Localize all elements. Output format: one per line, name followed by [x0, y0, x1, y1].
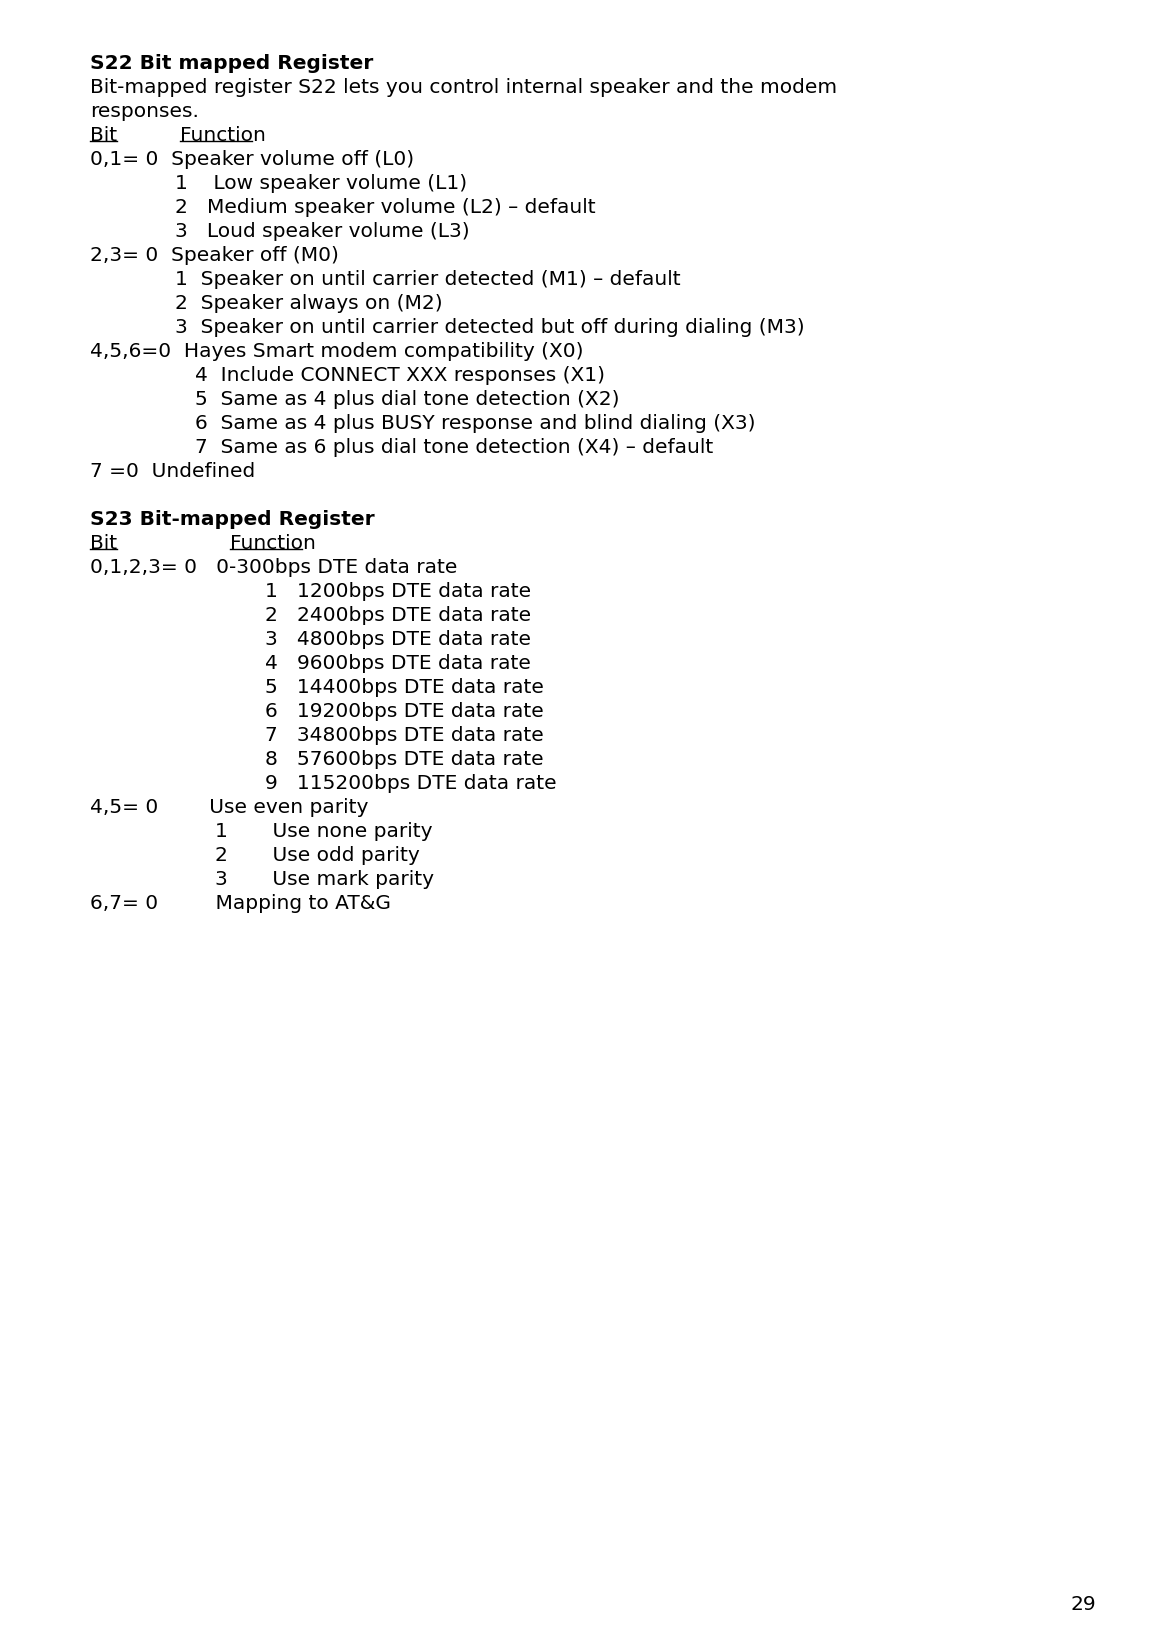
Text: 0,1= 0  Speaker volume off (L0): 0,1= 0 Speaker volume off (L0): [90, 149, 414, 169]
Text: S22 Bit mapped Register: S22 Bit mapped Register: [90, 54, 373, 72]
Text: 2   2400bps DTE data rate: 2 2400bps DTE data rate: [264, 606, 531, 626]
Text: 3   Loud speaker volume (L3): 3 Loud speaker volume (L3): [175, 222, 469, 241]
Text: 4,5,6=0  Hayes Smart modem compatibility (X0): 4,5,6=0 Hayes Smart modem compatibility …: [90, 342, 584, 361]
Text: 5   14400bps DTE data rate: 5 14400bps DTE data rate: [264, 678, 544, 696]
Text: 0,1,2,3= 0   0-300bps DTE data rate: 0,1,2,3= 0 0-300bps DTE data rate: [90, 558, 458, 576]
Text: 3       Use mark parity: 3 Use mark parity: [216, 870, 435, 888]
Text: 1  Speaker on until carrier detected (M1) – default: 1 Speaker on until carrier detected (M1)…: [175, 269, 680, 289]
Text: 5  Same as 4 plus dial tone detection (X2): 5 Same as 4 plus dial tone detection (X2…: [195, 391, 620, 409]
Text: responses.: responses.: [90, 102, 199, 122]
Text: 2  Speaker always on (M2): 2 Speaker always on (M2): [175, 294, 443, 314]
Text: 4,5= 0        Use even parity: 4,5= 0 Use even parity: [90, 798, 368, 818]
Text: S23 Bit-mapped Register: S23 Bit-mapped Register: [90, 511, 375, 529]
Text: 3   4800bps DTE data rate: 3 4800bps DTE data rate: [264, 631, 531, 649]
Text: 6  Same as 4 plus BUSY response and blind dialing (X3): 6 Same as 4 plus BUSY response and blind…: [195, 414, 755, 433]
Text: 6   19200bps DTE data rate: 6 19200bps DTE data rate: [264, 703, 544, 721]
Text: 2       Use odd parity: 2 Use odd parity: [216, 846, 419, 865]
Text: 7 =0  Undefined: 7 =0 Undefined: [90, 461, 255, 481]
Text: 2,3= 0  Speaker off (M0): 2,3= 0 Speaker off (M0): [90, 246, 339, 264]
Text: 3  Speaker on until carrier detected but off during dialing (M3): 3 Speaker on until carrier detected but …: [175, 319, 805, 337]
Text: Function: Function: [230, 534, 316, 553]
Text: 1    Low speaker volume (L1): 1 Low speaker volume (L1): [175, 174, 467, 194]
Text: Bit-mapped register S22 lets you control internal speaker and the modem: Bit-mapped register S22 lets you control…: [90, 79, 838, 97]
Text: Bit: Bit: [90, 534, 118, 553]
Text: 6,7= 0         Mapping to AT&G: 6,7= 0 Mapping to AT&G: [90, 893, 391, 913]
Text: 1   1200bps DTE data rate: 1 1200bps DTE data rate: [264, 581, 531, 601]
Text: 8   57600bps DTE data rate: 8 57600bps DTE data rate: [264, 750, 544, 768]
Text: 1       Use none parity: 1 Use none parity: [216, 823, 432, 841]
Text: 9   115200bps DTE data rate: 9 115200bps DTE data rate: [264, 773, 557, 793]
Text: 4   9600bps DTE data rate: 4 9600bps DTE data rate: [264, 654, 531, 673]
Text: Bit: Bit: [90, 126, 118, 144]
Text: 7  Same as 6 plus dial tone detection (X4) – default: 7 Same as 6 plus dial tone detection (X4…: [195, 438, 713, 456]
Text: Function: Function: [181, 126, 266, 144]
Text: 29: 29: [1069, 1594, 1095, 1614]
Text: 7   34800bps DTE data rate: 7 34800bps DTE data rate: [264, 726, 544, 745]
Text: 4  Include CONNECT XXX responses (X1): 4 Include CONNECT XXX responses (X1): [195, 366, 605, 384]
Text: 2   Medium speaker volume (L2) – default: 2 Medium speaker volume (L2) – default: [175, 199, 595, 217]
